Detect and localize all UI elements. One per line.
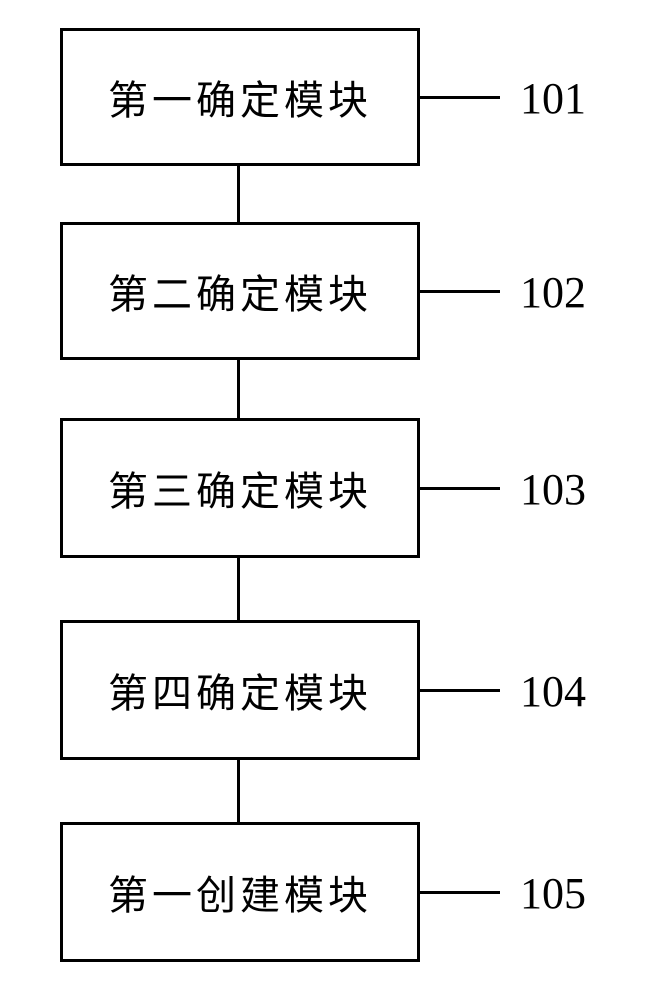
ref-label-3: 103	[520, 464, 586, 515]
node-box-3: 第三确定模块	[60, 418, 420, 558]
node-label-3: 第三确定模块	[108, 459, 372, 517]
ref-label-1: 101	[520, 73, 586, 124]
ref-label-2: 102	[520, 267, 586, 318]
leader-line-2	[420, 290, 500, 293]
node-label-5: 第一创建模块	[108, 863, 372, 921]
connector-1-2	[237, 166, 240, 222]
ref-label-5: 105	[520, 868, 586, 919]
ref-label-4: 104	[520, 666, 586, 717]
leader-line-5	[420, 891, 500, 894]
node-box-1: 第一确定模块	[60, 28, 420, 166]
leader-line-3	[420, 487, 500, 490]
node-box-4: 第四确定模块	[60, 620, 420, 760]
node-label-2: 第二确定模块	[108, 262, 372, 320]
node-box-5: 第一创建模块	[60, 822, 420, 962]
connector-2-3	[237, 360, 240, 418]
connector-3-4	[237, 558, 240, 620]
diagram-container: 第一确定模块 第二确定模块 第三确定模块 第四确定模块 第一创建模块 101 1…	[0, 0, 666, 1000]
node-label-1: 第一确定模块	[108, 68, 372, 126]
leader-line-4	[420, 689, 500, 692]
node-label-4: 第四确定模块	[108, 661, 372, 719]
node-box-2: 第二确定模块	[60, 222, 420, 360]
leader-line-1	[420, 96, 500, 99]
connector-4-5	[237, 760, 240, 822]
